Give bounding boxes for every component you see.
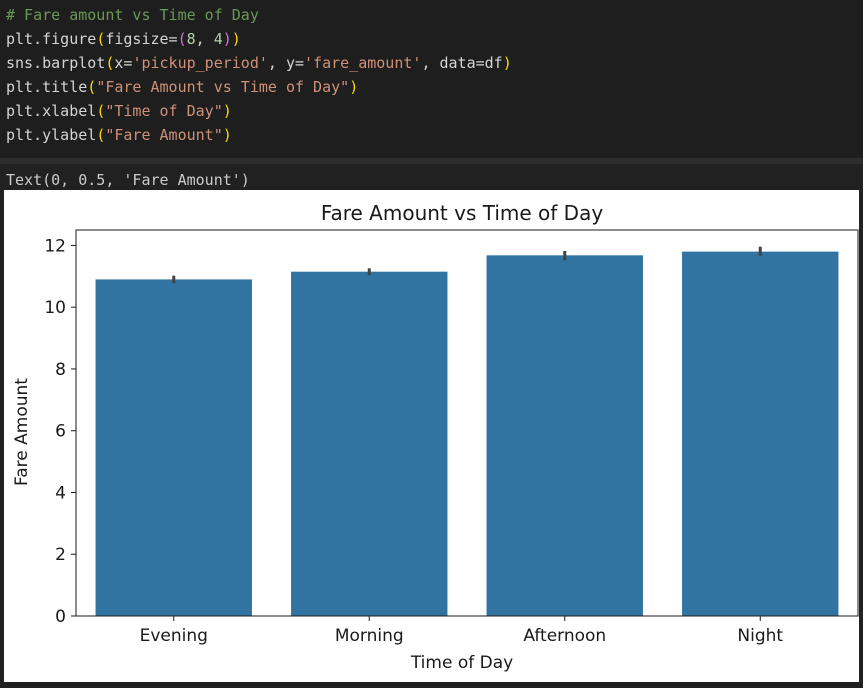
chart-title: Fare Amount vs Time of Day (321, 201, 604, 225)
code-token: sns.barplot (6, 54, 106, 72)
code-token: , data=df (421, 54, 503, 72)
x-tick-label: Morning (335, 626, 404, 646)
y-tick-label: 4 (55, 483, 66, 503)
code-token: x= (114, 54, 133, 72)
code-token: "Fare Amount" (105, 126, 223, 144)
y-tick-label: 10 (44, 298, 66, 318)
code-token: "Time of Day" (105, 102, 223, 120)
x-tick-label: Evening (140, 626, 208, 646)
bar-evening (95, 279, 252, 616)
code-token: 4 (213, 30, 223, 48)
code-token: plt.ylabel (6, 126, 97, 144)
bar-night (682, 251, 839, 616)
code-token: "Fare Amount vs Time of Day" (96, 78, 350, 96)
y-tick-label: 12 (44, 236, 66, 256)
x-tick-label: Afternoon (523, 626, 606, 646)
code-line-6: plt.ylabel("Fare Amount") (6, 126, 232, 144)
code-token: , y= (267, 54, 305, 72)
y-tick-label: 8 (55, 360, 66, 380)
code-line-4: plt.title("Fare Amount vs Time of Day") (6, 78, 359, 96)
y-tick-label: 2 (55, 545, 66, 565)
code-token: plt.xlabel (6, 102, 97, 120)
code-token: 8 (186, 30, 196, 48)
code-comment: # Fare amount vs Time of Day (6, 6, 259, 24)
code-line-3: sns.barplot(x='pickup_period', y='fare_a… (6, 54, 512, 72)
output-text: Text(0, 0.5, 'Fare Amount') (6, 171, 250, 189)
code-token: 'fare_amount' (304, 54, 422, 72)
ticks-layer: Evening Morning Afternoon Night 0 2 4 6 8 10 12 (44, 236, 783, 646)
code-token: plt.title (6, 78, 88, 96)
code-line-2: plt.figure(figsize=(8, 4)) (6, 30, 241, 48)
code-cell[interactable]: # Fare amount vs Time of Day plt.figure(… (0, 0, 863, 158)
code-line-5: plt.xlabel("Time of Day") (6, 102, 232, 120)
code-token: 'pickup_period' (132, 54, 268, 72)
code-line-1: # Fare amount vs Time of Day (6, 3, 259, 27)
chart-figure: Fare Amount vs Time of Day Time of Day F… (4, 190, 859, 682)
bar-morning (291, 271, 448, 616)
bars-layer (95, 246, 839, 616)
code-token: figsize= (105, 30, 178, 48)
bar-afternoon (486, 255, 643, 616)
y-tick-label: 6 (55, 422, 66, 442)
y-axis-label: Fare Amount (12, 378, 32, 486)
code-token: , (195, 30, 214, 48)
plot-frame (75, 229, 859, 617)
y-tick-label: 0 (55, 607, 66, 627)
cell-divider (0, 158, 863, 164)
bar-chart: Fare Amount vs Time of Day Time of Day F… (12, 201, 859, 673)
x-axis-label: Time of Day (410, 653, 513, 673)
x-tick-label: Night (737, 626, 783, 646)
code-token: plt.figure (6, 30, 97, 48)
